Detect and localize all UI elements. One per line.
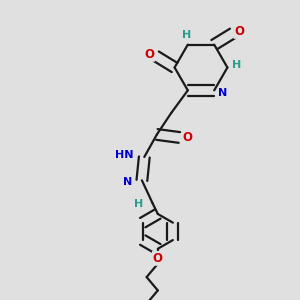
Text: HN: HN	[115, 151, 134, 160]
Text: H: H	[134, 199, 143, 209]
Text: O: O	[182, 131, 192, 144]
Text: N: N	[218, 88, 227, 98]
Text: O: O	[153, 252, 163, 265]
Text: H: H	[182, 30, 191, 40]
Text: O: O	[234, 25, 244, 38]
Text: H: H	[232, 60, 242, 70]
Text: O: O	[144, 48, 154, 61]
Text: N: N	[123, 177, 132, 187]
